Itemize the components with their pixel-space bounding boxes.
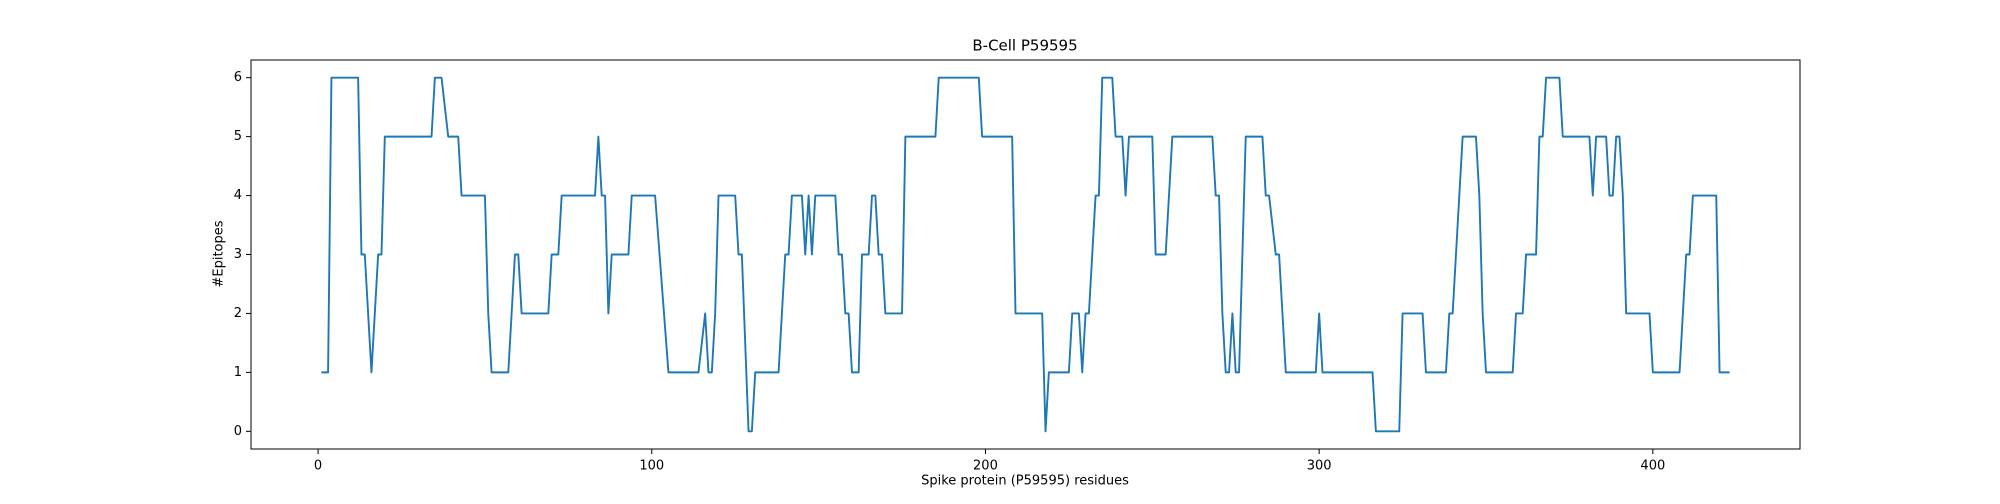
x-tick-label: 200 <box>973 459 998 474</box>
x-tick-label: 0 <box>314 459 322 474</box>
x-tick-label: 100 <box>639 459 664 474</box>
chart-title: B-Cell P59595 <box>972 37 1077 55</box>
y-tick-label: 4 <box>234 188 242 203</box>
y-tick-label: 3 <box>234 247 242 262</box>
x-axis-label: Spike protein (P59595) residues <box>921 474 1129 489</box>
x-tick-label: 400 <box>1640 459 1665 474</box>
y-tick-label: 6 <box>234 70 242 85</box>
y-tick-label: 1 <box>234 365 242 380</box>
y-tick-label: 2 <box>234 306 242 321</box>
y-tick-label: 0 <box>234 424 242 439</box>
data-line <box>321 76 1730 433</box>
plot-frame <box>250 59 1801 450</box>
y-axis-label: #Epitopes <box>212 220 227 287</box>
y-tick-label: 5 <box>234 129 242 144</box>
x-tick-label: 300 <box>1307 459 1332 474</box>
